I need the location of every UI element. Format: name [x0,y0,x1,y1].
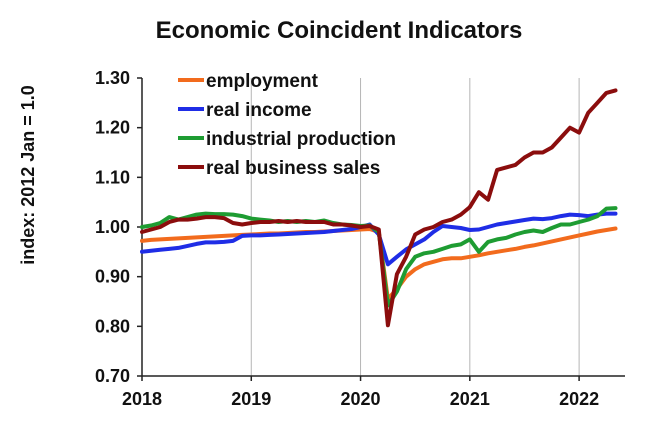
chart-title: Economic Coincident Indicators [156,17,523,44]
x-tick-label: 2018 [122,389,162,409]
series-layer [140,88,618,328]
legend-label-real-income: real income [206,100,312,121]
y-tick-label: 1.10 [95,167,130,187]
legend-label-real-business-sales: real business sales [206,158,380,179]
y-axis-label: index: 2012 Jan = 1.0 [18,85,38,265]
y-tick-label: 0.80 [95,316,130,336]
legend-label-industrial-production: industrial production [206,129,396,150]
y-tick-label: 1.30 [95,68,130,88]
legend: employment real income industrial producti… [178,71,396,179]
legend-label-employment: employment [206,71,319,92]
tick-layer: 1.30 1.20 1.10 1.00 0.90 0.80 0.70 2018 2019 2020… [95,68,599,409]
x-tick-label: 2021 [450,389,490,409]
y-tick-label: 1.00 [95,217,130,237]
y-tick-label: 0.70 [95,366,130,386]
series-line-real-business-sales [140,88,618,328]
y-tick-label: 0.90 [95,267,130,287]
x-tick-label: 2022 [559,389,599,409]
y-tick-label: 1.20 [95,118,130,138]
x-tick-label: 2020 [341,389,381,409]
x-tick-label: 2019 [231,389,271,409]
